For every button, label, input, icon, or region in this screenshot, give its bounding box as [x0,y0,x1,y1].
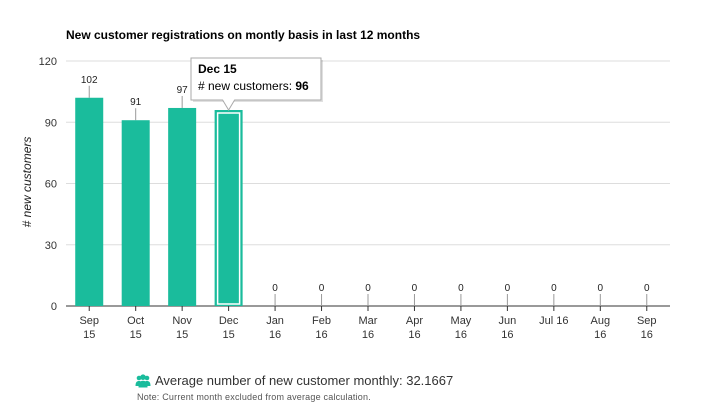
bar-highlight [216,112,241,305]
chart-title: New customer registrations on montly bas… [66,28,420,42]
tooltip: Dec 15 # new customers: 96 [190,57,323,111]
x-tick-label: Apr 16 [406,315,423,341]
bars: 102919796000000000 [75,75,650,306]
y-tick-labels: 0 30 60 90 120 [39,56,57,313]
bar[interactable] [214,110,243,306]
x-tick-label: Sep 16 [637,315,657,341]
x-tick-label: Oct 15 [127,315,144,341]
x-tick-label: May 16 [451,315,472,341]
y-tick-label: 30 [45,240,57,252]
y-axis-label: # new customers [20,137,34,228]
users-icon [135,373,151,388]
data-label: 0 [458,283,464,294]
x-tick-label: Jun 16 [499,315,517,341]
x-tick-label: Feb 16 [312,315,331,341]
y-tick-label: 90 [45,117,57,129]
data-label: 0 [551,283,557,294]
y-tick-label: 120 [39,56,57,68]
x-tick-label: Jan 16 [266,315,284,341]
x-tick-labels: Sep 15 Oct 15 Nov 15 Dec 15 Jan 16 Feb 16 Mar 16 Apr 16… [79,306,657,341]
data-label: 0 [598,283,604,294]
x-tick-label: Sep 15 [79,315,99,341]
bar[interactable] [168,107,197,306]
data-label: 102 [81,75,98,86]
data-label: 0 [412,283,418,294]
average-note: Note: Current month excluded from averag… [137,392,371,402]
y-tick-label: 60 [45,179,57,191]
x-tick-label: Jul 16 [539,315,568,327]
data-label: 0 [365,283,371,294]
data-label: 91 [130,97,142,108]
tooltip-box [190,57,322,111]
x-tick-label: Mar 16 [359,315,378,341]
y-tick-label: 0 [51,301,57,313]
x-tick-label: Aug 16 [591,315,611,341]
average-summary-text: Average number of new customer monthly: … [155,373,454,388]
tooltip-body: # new customers: 96 [198,79,309,93]
gridlines [66,60,670,307]
x-tick-label: Dec 15 [219,315,239,341]
data-label: 0 [272,283,278,294]
tooltip-title: Dec 15 [198,62,237,76]
data-label: 97 [177,85,189,96]
data-label: 0 [319,283,325,294]
bar[interactable] [75,97,104,306]
average-summary: Average number of new customer monthly: … [135,373,453,388]
bar[interactable] [121,120,150,306]
data-label: 0 [644,283,650,294]
x-tick-label: Nov 15 [172,315,192,341]
data-label: 0 [505,283,511,294]
